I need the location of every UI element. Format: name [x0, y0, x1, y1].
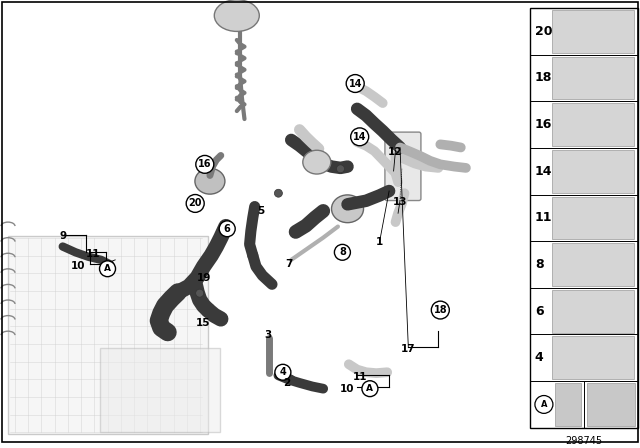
Text: 14: 14	[535, 165, 552, 178]
Circle shape	[275, 189, 282, 197]
Text: 11: 11	[353, 372, 367, 382]
Text: 14: 14	[348, 78, 362, 89]
Text: 15: 15	[196, 319, 211, 328]
Bar	[100, 348, 220, 432]
Circle shape	[362, 381, 378, 396]
Text: 6: 6	[224, 224, 230, 234]
Text: 3: 3	[264, 330, 271, 340]
Text: 10: 10	[340, 383, 354, 394]
Bar	[552, 197, 634, 239]
Text: 6: 6	[535, 305, 543, 318]
Circle shape	[351, 128, 369, 146]
Circle shape	[335, 244, 351, 260]
Bar	[587, 383, 635, 426]
Circle shape	[346, 74, 364, 92]
Text: 20: 20	[535, 25, 552, 38]
Bar	[552, 243, 634, 286]
Text: 1: 1	[376, 237, 383, 247]
FancyBboxPatch shape	[385, 132, 421, 201]
Text: 4: 4	[535, 351, 543, 364]
Bar	[552, 150, 634, 193]
Circle shape	[100, 261, 116, 277]
Text: 18: 18	[535, 72, 552, 85]
Text: 9: 9	[59, 231, 67, 241]
Text: 11: 11	[535, 211, 552, 224]
Bar	[552, 290, 634, 332]
Bar	[555, 383, 581, 426]
Text: 298745: 298745	[565, 436, 602, 446]
Text: 11: 11	[86, 249, 100, 259]
Circle shape	[196, 155, 214, 173]
Circle shape	[275, 364, 291, 380]
Text: A: A	[104, 264, 111, 273]
Bar	[552, 56, 634, 99]
Text: 17: 17	[401, 344, 415, 354]
Text: 4: 4	[280, 367, 286, 377]
Text: 14: 14	[353, 132, 367, 142]
Bar	[552, 336, 634, 379]
Text: 8: 8	[535, 258, 543, 271]
Text: 16: 16	[535, 118, 552, 131]
Text: 20: 20	[188, 198, 202, 208]
Ellipse shape	[332, 195, 364, 223]
Circle shape	[337, 165, 344, 173]
Text: 12: 12	[388, 147, 403, 157]
Text: 18: 18	[433, 305, 447, 315]
Circle shape	[535, 396, 553, 414]
Text: A: A	[367, 384, 373, 393]
Circle shape	[186, 194, 204, 212]
Text: 10: 10	[71, 261, 85, 271]
Circle shape	[196, 289, 204, 297]
Text: 5: 5	[257, 206, 265, 216]
Circle shape	[219, 221, 236, 237]
Text: 2: 2	[283, 378, 291, 388]
Circle shape	[431, 301, 449, 319]
Text: 13: 13	[393, 197, 407, 207]
Ellipse shape	[195, 168, 225, 194]
Text: 16: 16	[198, 159, 212, 169]
Text: 7: 7	[285, 259, 293, 269]
Bar	[552, 103, 634, 146]
Text: 19: 19	[196, 273, 211, 283]
Bar	[8, 236, 208, 434]
Text: 8: 8	[339, 247, 346, 257]
Ellipse shape	[214, 0, 259, 31]
Bar	[530, 8, 638, 428]
Circle shape	[353, 136, 361, 144]
Bar	[552, 10, 634, 53]
Text: A: A	[541, 400, 547, 409]
Ellipse shape	[303, 150, 331, 174]
